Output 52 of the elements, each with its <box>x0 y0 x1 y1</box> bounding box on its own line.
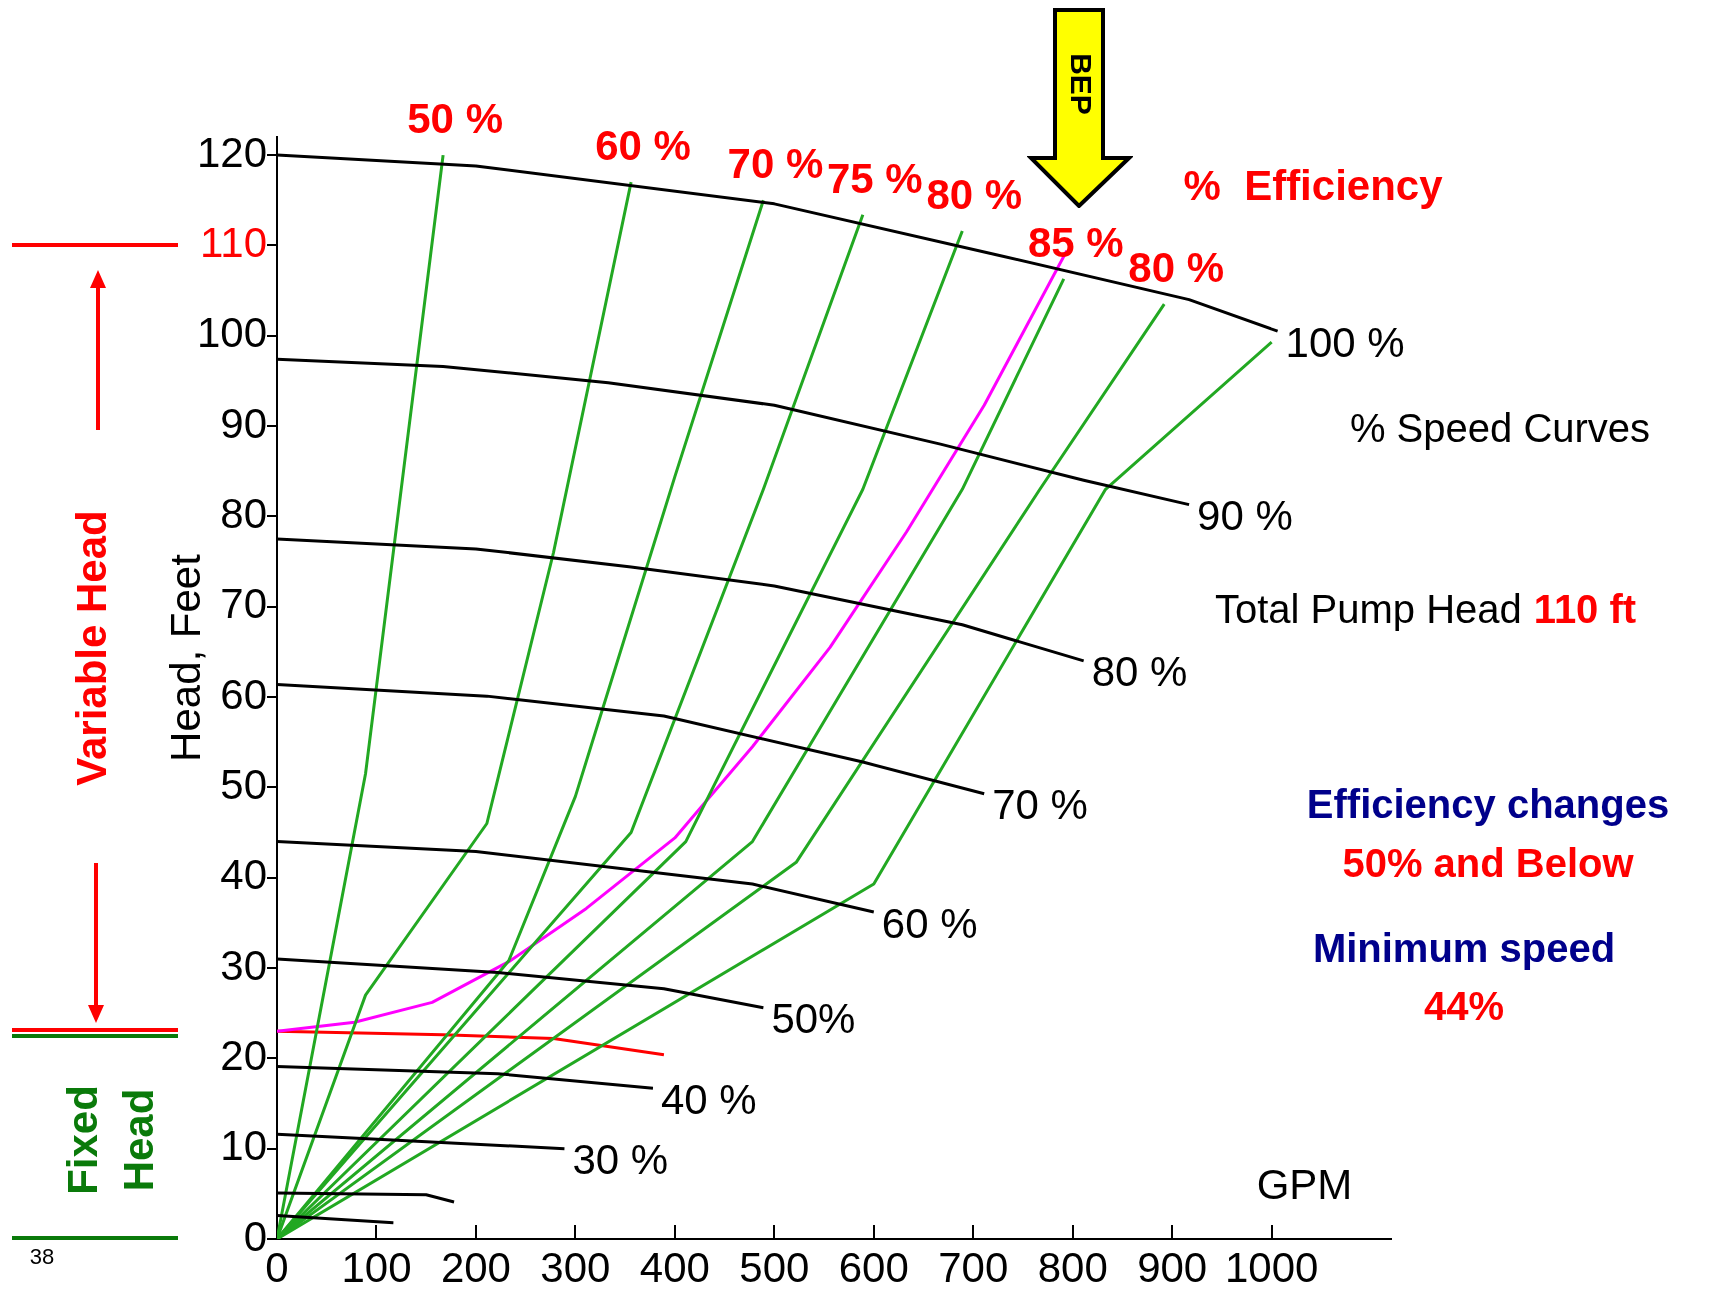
x-tick-label: 200 <box>440 1243 511 1291</box>
y-tick-label: 70 <box>220 580 267 628</box>
y-tick-label: 60 <box>220 670 267 718</box>
annotation: 50% and Below <box>1342 841 1635 886</box>
annotation: Efficiency changes <box>1306 782 1670 827</box>
series-label: 60 % <box>595 122 691 170</box>
y-tick-label: 40 <box>220 851 267 899</box>
text: Variable Head <box>67 510 115 786</box>
x-tick-label: 500 <box>739 1243 810 1291</box>
annotation: Minimum speed <box>1312 926 1616 971</box>
y-tick-label: 100 <box>196 309 267 357</box>
x-tick-label: 600 <box>838 1243 909 1291</box>
y-axis-title: Head, Feet <box>161 553 209 762</box>
y-tick-label: 110 <box>200 218 267 266</box>
series-label: 60 % <box>881 899 978 947</box>
x-tick-label: 300 <box>540 1243 611 1291</box>
y-tick-label: 20 <box>220 1031 267 1079</box>
series-label: 50% <box>771 995 856 1043</box>
series-label: 85 % <box>1027 218 1124 266</box>
y-tick-label: 90 <box>220 399 267 447</box>
series-label: 70 % <box>727 140 824 188</box>
y-tick-label: 0 <box>243 1212 267 1260</box>
series-label: 50 % <box>407 95 503 143</box>
series-label: 90 % <box>1197 492 1293 540</box>
series-label: 80 % <box>1128 244 1225 292</box>
series-label: 70 % <box>992 781 1088 829</box>
x-tick-label: 1000 <box>1224 1243 1319 1291</box>
x-tick-label: 800 <box>1037 1243 1108 1291</box>
annotation: % Efficiency <box>1183 161 1444 209</box>
x-tick-label: 700 <box>938 1243 1009 1291</box>
text: Fixed Head <box>58 1085 162 1195</box>
series-label: 75 % <box>826 154 923 202</box>
y-tick-label: 10 <box>220 1122 267 1170</box>
y-tick-label: 80 <box>220 489 267 537</box>
x-axis-title: GPM <box>1256 1161 1353 1209</box>
text: 38 <box>29 1244 55 1270</box>
y-tick-label: 50 <box>220 760 267 808</box>
x-tick-label: 100 <box>341 1243 412 1291</box>
x-tick-label: 400 <box>639 1243 710 1291</box>
series-label: 80 % <box>926 170 1023 218</box>
series-label: 30 % <box>572 1136 669 1184</box>
series-label: 80 % <box>1091 648 1188 696</box>
text: 44% <box>1423 984 1505 1029</box>
annotation: Total Pump Head <box>1215 587 1522 632</box>
down-arrow: BEP <box>1027 8 1133 208</box>
annotation: % Speed Curves <box>1349 406 1651 451</box>
y-tick-label: 120 <box>196 128 267 176</box>
text: 110 ft <box>1533 587 1637 632</box>
series-label: 100 % <box>1285 318 1405 366</box>
series-label: 40 % <box>660 1075 757 1123</box>
x-tick-label: 900 <box>1137 1243 1208 1291</box>
y-tick-label: 30 <box>220 941 267 989</box>
